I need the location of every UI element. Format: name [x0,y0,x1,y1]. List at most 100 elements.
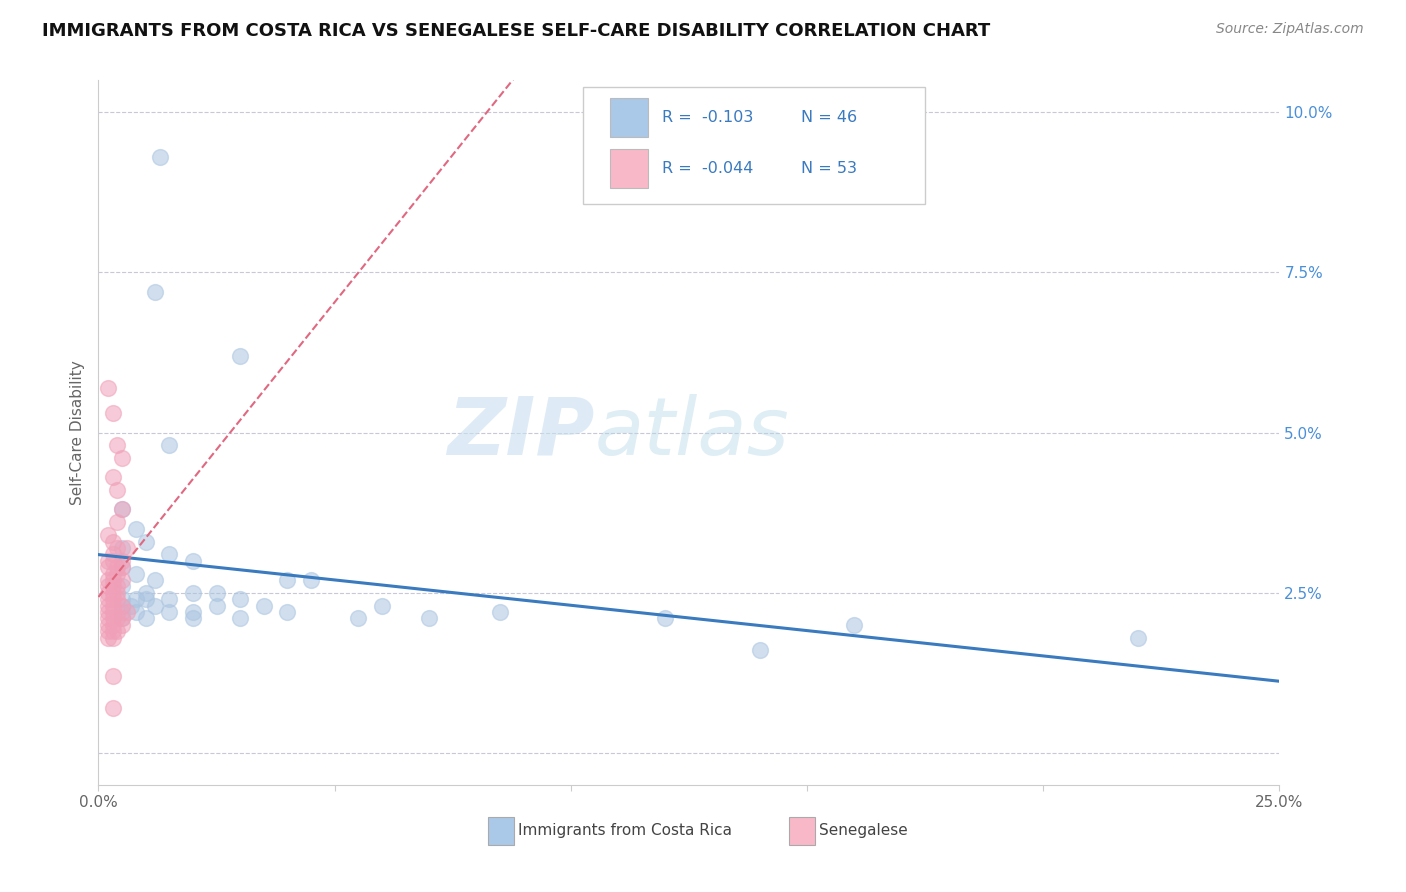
Point [299,573,322,587]
Point [157,547,180,561]
Point [105,483,128,498]
Text: IMMIGRANTS FROM COSTA RICA VS SENEGALESE SELF-CARE DISABILITY CORRELATION CHART: IMMIGRANTS FROM COSTA RICA VS SENEGALESE… [42,22,990,40]
Point [181,554,204,568]
Point [115,541,138,555]
Point [105,611,128,625]
Point [101,611,124,625]
Point [111,560,134,574]
Point [105,438,128,452]
Point [105,541,128,555]
Point [143,599,166,613]
Point [97,579,120,593]
Point [97,586,120,600]
Point [101,534,124,549]
Point [111,605,134,619]
Point [97,624,120,639]
Point [111,541,134,555]
Point [135,611,157,625]
Point [111,554,134,568]
Text: N = 46: N = 46 [801,110,858,125]
Point [489,605,512,619]
Point [101,599,124,613]
Point [111,599,134,613]
Point [149,150,172,164]
Text: Source: ZipAtlas.com: Source: ZipAtlas.com [1216,22,1364,37]
FancyBboxPatch shape [610,149,648,187]
Point [101,631,124,645]
Point [105,586,128,600]
Text: R =  -0.044: R = -0.044 [662,161,754,176]
Point [205,586,228,600]
Point [111,451,134,466]
Point [111,573,134,587]
Point [135,586,157,600]
Point [143,285,166,299]
Point [97,599,120,613]
Point [748,643,770,657]
Point [125,566,148,581]
Point [111,579,134,593]
Point [135,592,157,607]
Point [101,406,124,420]
Point [97,631,120,645]
Point [253,599,276,613]
Point [125,592,148,607]
Point [111,611,134,625]
Point [101,547,124,561]
FancyBboxPatch shape [488,817,515,845]
Point [143,573,166,587]
Point [347,611,370,625]
Point [205,599,228,613]
Point [181,611,204,625]
Text: N = 53: N = 53 [801,161,858,176]
Text: R =  -0.103: R = -0.103 [662,110,754,125]
Point [111,560,134,574]
Point [101,566,124,581]
Point [844,617,866,632]
Point [111,611,134,625]
Text: atlas: atlas [595,393,789,472]
Point [101,592,124,607]
Point [157,605,180,619]
Point [101,605,124,619]
Point [105,516,128,530]
Point [101,554,124,568]
Text: Senegalese: Senegalese [818,823,908,838]
Point [1126,631,1149,645]
Point [97,554,120,568]
Point [121,599,143,613]
Point [157,438,180,452]
FancyBboxPatch shape [789,817,815,845]
Point [97,573,120,587]
Point [654,611,676,625]
Point [105,566,128,581]
Point [276,573,298,587]
Point [97,605,120,619]
Point [115,605,138,619]
Point [111,617,134,632]
Point [105,624,128,639]
Y-axis label: Self-Care Disability: Self-Care Disability [70,360,86,505]
Point [101,701,124,715]
Point [371,599,394,613]
Point [276,605,298,619]
Point [97,611,120,625]
Point [105,592,128,607]
Point [101,586,124,600]
Point [135,534,157,549]
Point [101,624,124,639]
Point [418,611,440,625]
Point [101,617,124,632]
Point [157,592,180,607]
Point [101,669,124,683]
Point [97,592,120,607]
Point [97,560,120,574]
Text: ZIP: ZIP [447,393,595,472]
Point [105,560,128,574]
Point [229,611,252,625]
Point [111,502,134,516]
Point [229,349,252,363]
Point [97,617,120,632]
Point [105,579,128,593]
Point [101,573,124,587]
